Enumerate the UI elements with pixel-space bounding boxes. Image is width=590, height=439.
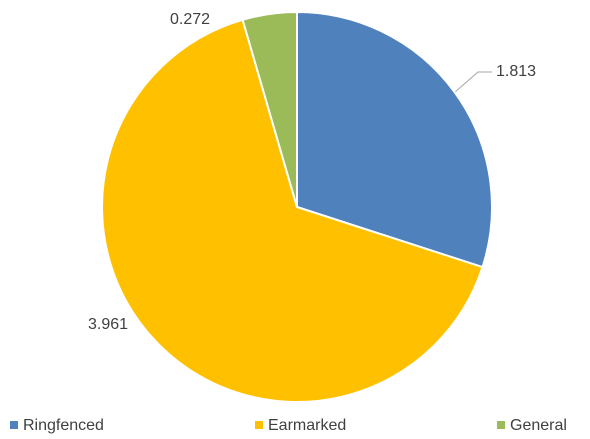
leader-line xyxy=(454,71,492,93)
legend-label: General xyxy=(510,417,567,434)
data-label: 1.813 xyxy=(496,63,536,80)
legend-swatch xyxy=(255,421,263,429)
legend-label: Earmarked xyxy=(268,417,346,434)
pie-slice xyxy=(101,18,484,403)
legend-label: Ringfenced xyxy=(23,417,104,434)
legend-swatch xyxy=(10,421,18,429)
legend-swatch xyxy=(497,421,505,429)
pie-slice xyxy=(296,10,493,269)
data-label: 0.272 xyxy=(170,11,210,28)
data-label: 3.961 xyxy=(88,316,128,333)
pie-slice xyxy=(241,10,298,208)
